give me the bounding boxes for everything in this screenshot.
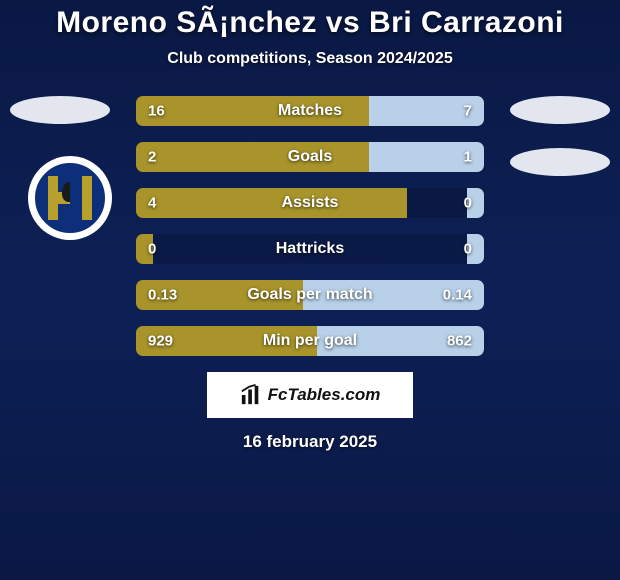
stat-bar-right [369, 142, 484, 172]
stat-row: Goals per match0.130.14 [136, 280, 484, 310]
stat-bar-left [136, 188, 407, 218]
stat-bar-right [303, 280, 484, 310]
date-text: 16 february 2025 [0, 432, 620, 452]
stat-bar-left [136, 326, 317, 356]
chart-icon [240, 384, 262, 406]
player-right-avatar-placeholder [510, 96, 610, 124]
page-subtitle: Club competitions, Season 2024/2025 [0, 50, 620, 68]
stat-bar-left [136, 96, 369, 126]
stat-bars: Matches167 Goals21 Assists40 Hattricks00 Goa… [136, 96, 484, 356]
comparison-area: Matches167 Goals21 Assists40 Hattricks00 Goa… [0, 96, 620, 356]
stat-bar-right [369, 96, 484, 126]
brand-text: FcTables.com [268, 385, 381, 405]
player-left-club-badge [28, 156, 112, 240]
brand-badge: FcTables.com [207, 372, 413, 418]
player-left-avatar-placeholder [10, 96, 110, 124]
stat-bar-left [136, 142, 369, 172]
stat-row: Hattricks00 [136, 234, 484, 264]
stat-bar-left [136, 280, 303, 310]
stat-bar-right [317, 326, 484, 356]
page-title: Moreno SÃ¡nchez vs Bri Carrazoni [0, 6, 620, 40]
stat-row: Min per goal929862 [136, 326, 484, 356]
stat-row: Goals21 [136, 142, 484, 172]
stat-bar-right [467, 188, 484, 218]
comparison-card: Moreno SÃ¡nchez vs Bri Carrazoni Club co… [0, 0, 620, 580]
player-right-club-placeholder [510, 148, 610, 176]
stat-bar-left [136, 234, 153, 264]
stat-bar-right [467, 234, 484, 264]
stat-row: Assists40 [136, 188, 484, 218]
stat-row: Matches167 [136, 96, 484, 126]
